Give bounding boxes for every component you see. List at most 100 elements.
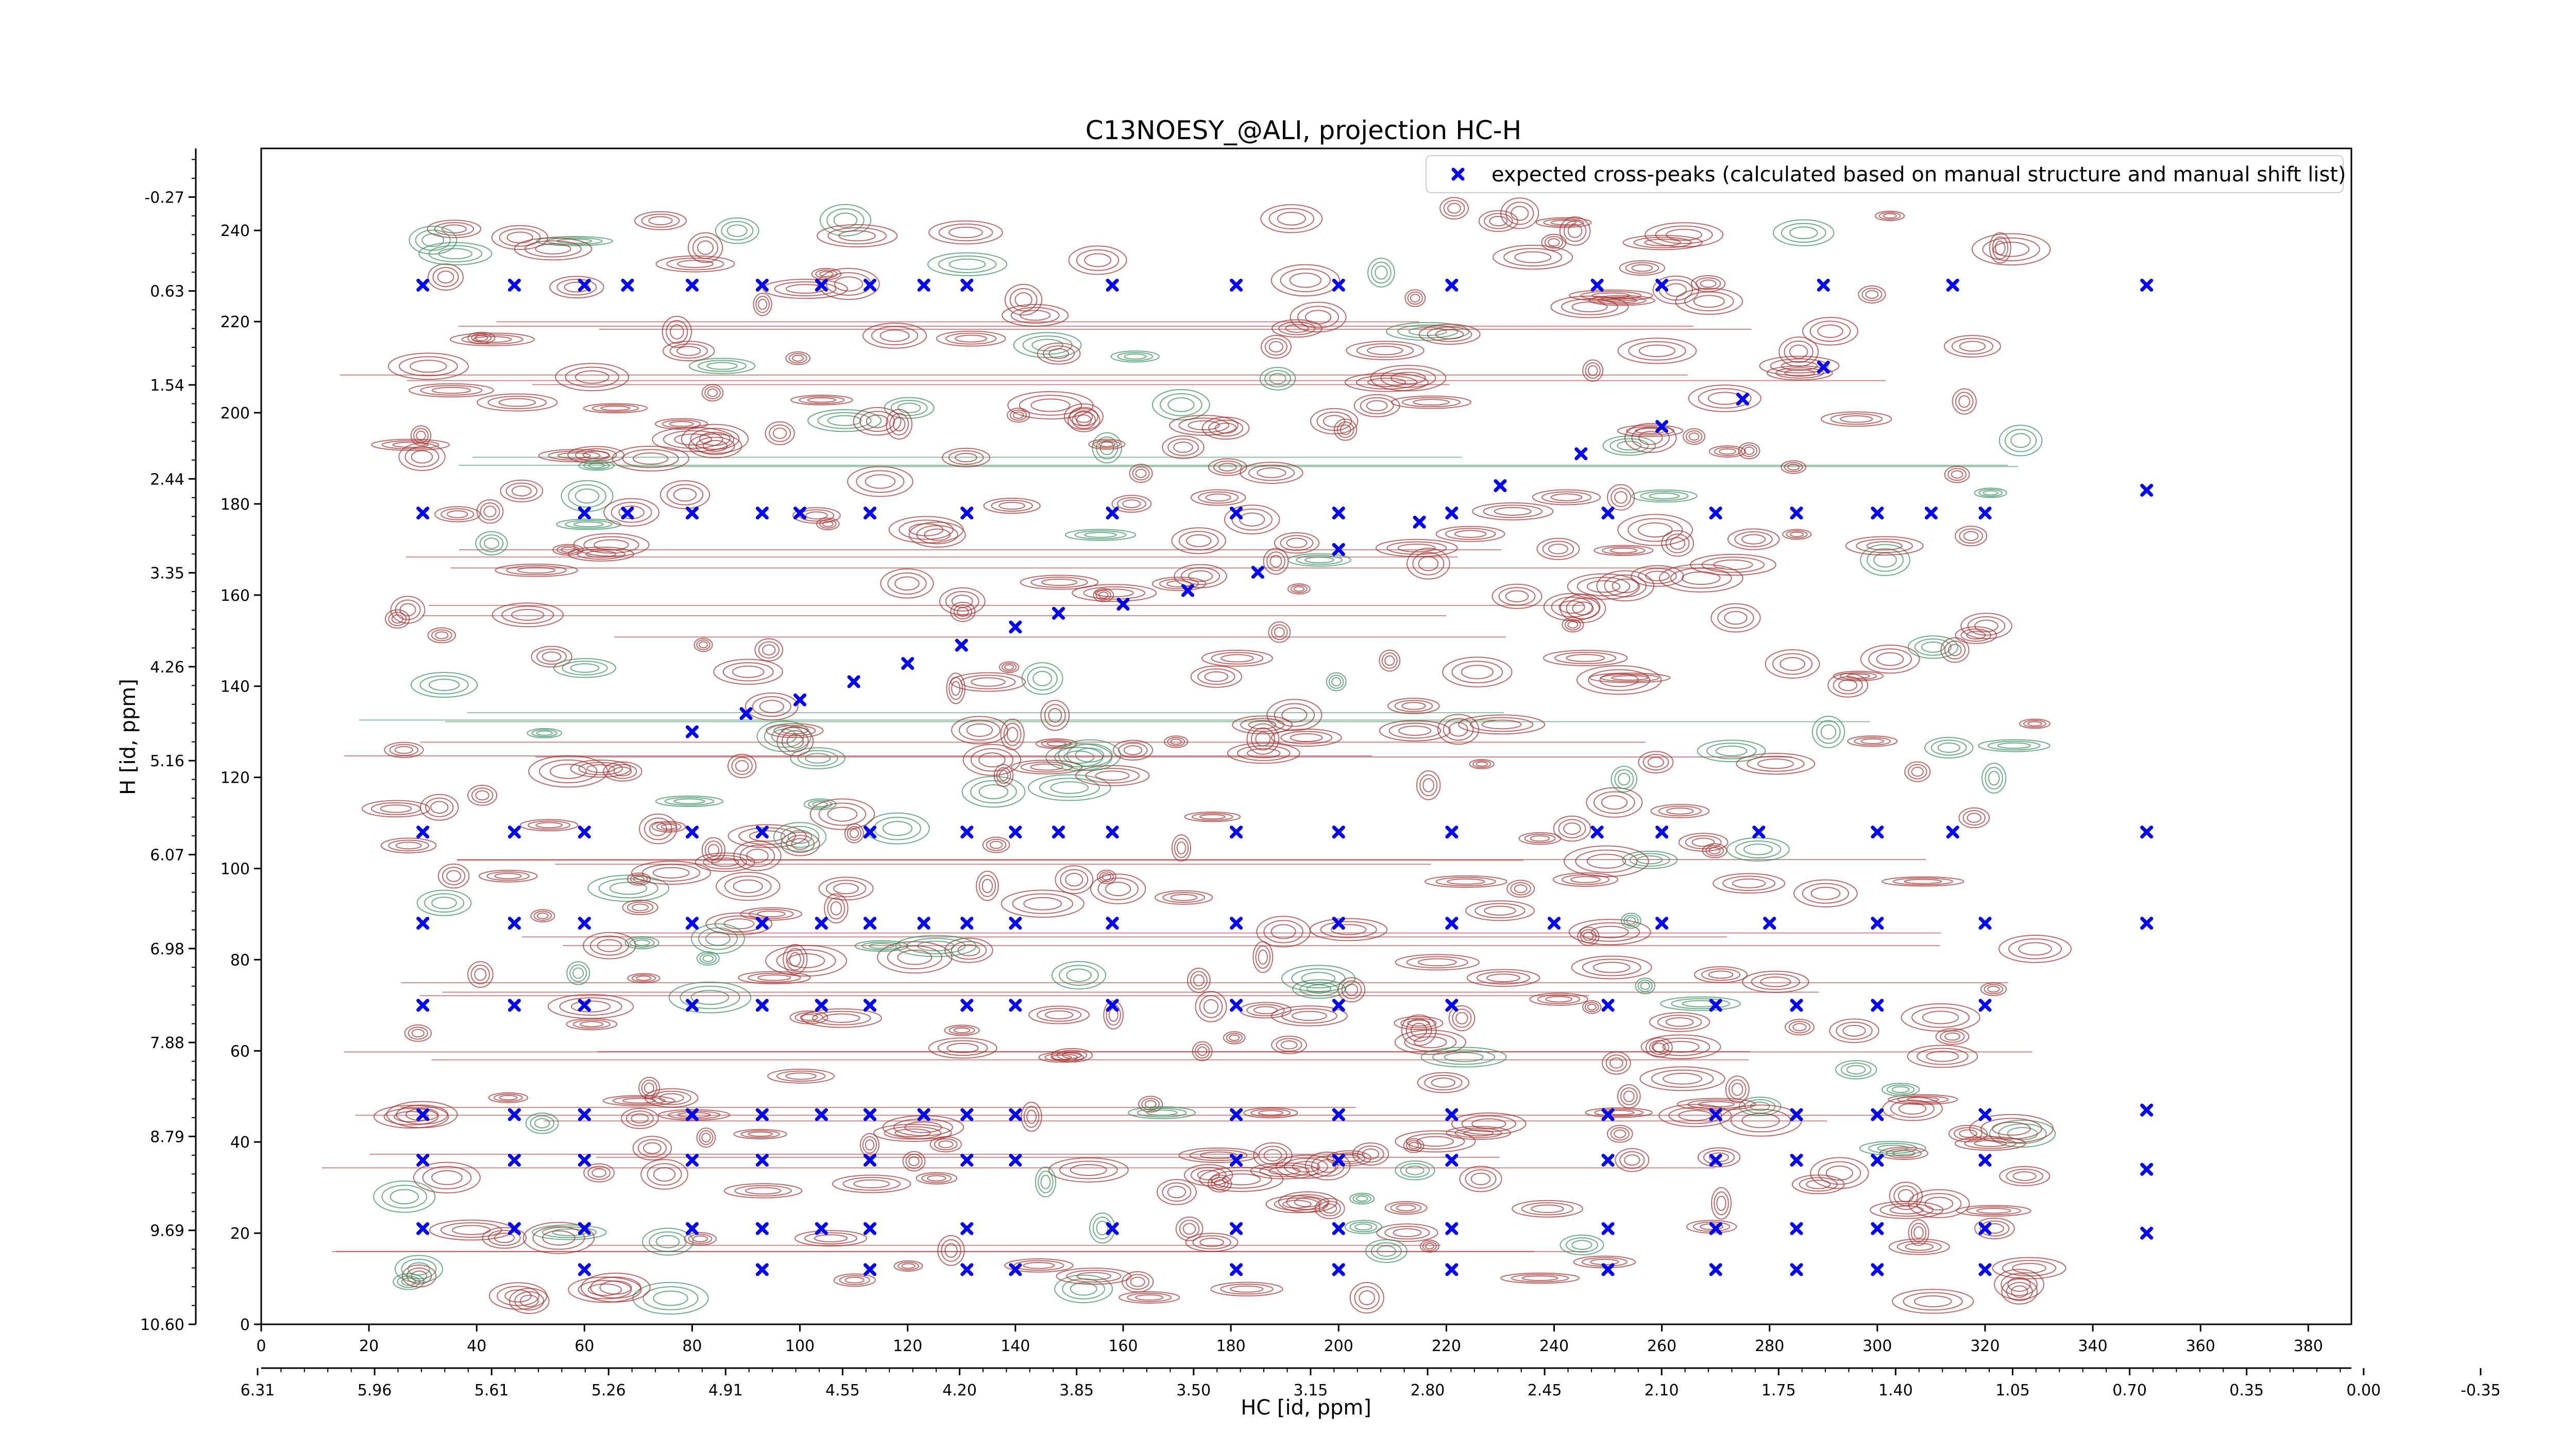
contour-peak	[434, 222, 474, 236]
contour-peak	[1492, 583, 1543, 609]
contour-peak	[1738, 442, 1760, 460]
contour-peak	[859, 411, 895, 432]
contour-peak	[1452, 1008, 1472, 1028]
contour-peak	[428, 263, 464, 291]
contour-peak	[449, 332, 535, 346]
contour-peak	[715, 217, 759, 244]
contour-peak	[410, 425, 432, 446]
contour-peak	[583, 1163, 615, 1183]
contour-peak	[401, 1258, 437, 1279]
contour-peak	[1405, 1165, 1425, 1175]
cross-peak-marker	[917, 1108, 930, 1121]
cross-peak-marker	[578, 507, 591, 520]
contour-peak	[1208, 458, 1247, 476]
contour-peak	[1818, 1161, 1861, 1185]
cross-peak-marker	[416, 507, 430, 520]
contour-peak	[1601, 546, 1646, 555]
contour-peak	[676, 260, 714, 268]
cross-peak-marker	[685, 999, 699, 1012]
contour-peak	[934, 1138, 958, 1151]
legend-marker-symbol	[1451, 167, 1465, 181]
contour-peak	[950, 672, 1026, 692]
contour-peak	[572, 967, 584, 979]
cross-peak-marker	[1790, 999, 1803, 1012]
contour-peak	[626, 901, 654, 914]
contour-peak	[1036, 738, 1077, 749]
contour-peak	[1622, 850, 1678, 869]
contour-peak	[1004, 1258, 1074, 1273]
contour-peak	[1167, 1186, 1187, 1199]
contour-peak	[854, 940, 909, 952]
contour-peak	[1629, 853, 1670, 867]
contour-peak	[1420, 1047, 1507, 1068]
contour-peak	[1601, 795, 1628, 810]
contour-peak	[431, 629, 452, 642]
contour-peak	[830, 901, 842, 916]
cross-peak-marker	[755, 507, 769, 520]
contour-peak	[1173, 441, 1193, 453]
contour-peak	[1792, 1023, 1807, 1032]
contour-peak	[1658, 805, 1702, 817]
contour-peak	[938, 223, 993, 242]
contour-peak	[634, 211, 687, 230]
contour-peak	[1772, 219, 1835, 246]
contour-peak	[1781, 361, 1818, 371]
contour-peak	[1283, 1157, 1328, 1176]
contour-peak	[1913, 1226, 1924, 1239]
x-tick-label: 80	[682, 1337, 702, 1355]
contour-peak	[807, 397, 837, 403]
cross-peak-marker	[1230, 1154, 1243, 1167]
contour-peak	[1944, 1032, 1961, 1041]
contour-peak	[822, 520, 834, 527]
contour-peak	[409, 226, 457, 255]
contour-peak	[1675, 288, 1743, 315]
contour-peak	[1978, 488, 2003, 497]
x-tick-label: 140	[1001, 1337, 1030, 1355]
contour-peak	[1461, 665, 1494, 680]
contour-peak	[701, 1133, 711, 1143]
y-axis-label: H [id, ppm]	[116, 679, 140, 795]
contour-peak	[583, 932, 636, 959]
contour-peak	[1028, 774, 1111, 801]
contour-peak	[1563, 845, 1649, 878]
y-tick-label: 140	[221, 678, 250, 696]
contour-peak	[1367, 346, 1403, 356]
contour-peak	[899, 519, 954, 540]
cross-peak-marker	[1709, 1154, 1722, 1167]
contour-peak	[1708, 445, 1746, 458]
x-ppm-tick-label: 2.80	[1411, 1381, 1445, 1400]
cross-peak-marker	[960, 507, 974, 520]
contour-peak	[662, 341, 715, 362]
cross-peak-marker	[1924, 507, 1938, 520]
contour-peak	[549, 276, 604, 299]
contour-peak	[1003, 722, 1022, 746]
contour-peak	[583, 536, 639, 554]
contour-peak	[1967, 813, 1982, 823]
contour-peak	[945, 591, 979, 612]
contour-peak	[1178, 417, 1229, 433]
contour-peak	[2012, 1171, 2037, 1181]
contour-peak	[869, 943, 894, 949]
contour-peak	[1563, 822, 1581, 835]
cross-peak-marker	[416, 1154, 430, 1167]
contour-peak	[633, 875, 645, 883]
contour-peak	[1612, 578, 1639, 594]
contour-peak	[655, 795, 724, 807]
cross-peak-marker	[739, 707, 753, 720]
contour-peak	[1628, 518, 1683, 542]
contour-peak	[1366, 400, 1388, 412]
contour-peak	[1276, 1038, 1302, 1052]
contour-peak	[1068, 245, 1127, 275]
contour-peak	[1545, 996, 1573, 1003]
contour-peak	[1253, 1142, 1293, 1169]
contour-peak	[809, 798, 875, 830]
contour-peak	[447, 510, 468, 518]
contour-peak	[440, 1222, 502, 1238]
contour-peak	[1274, 703, 1315, 727]
contour-peak	[381, 1185, 428, 1209]
contour-peak	[1425, 1243, 1434, 1250]
contour-peak	[1393, 1228, 1422, 1237]
contour-peak	[1494, 507, 1532, 516]
contour-peak	[948, 1026, 975, 1035]
contour-peak	[1584, 1002, 1599, 1013]
